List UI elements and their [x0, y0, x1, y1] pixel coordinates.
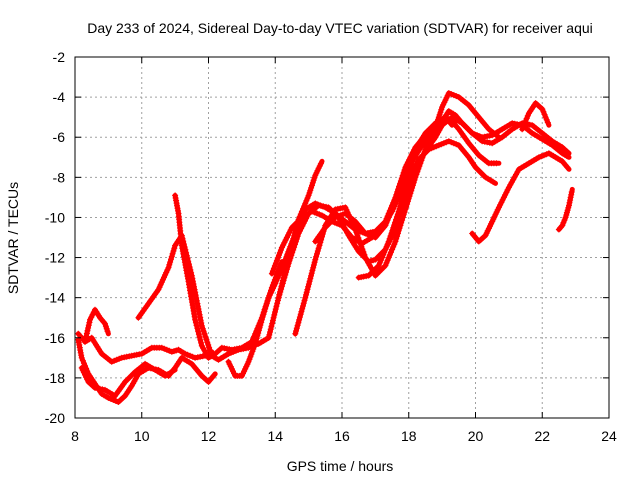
y-tick-label: -2 — [53, 49, 66, 65]
x-tick-label: 14 — [267, 428, 283, 444]
series-sat-n — [555, 186, 575, 233]
x-tick-label: 12 — [201, 428, 217, 444]
series-sat-d — [82, 306, 111, 345]
data-point-marker — [555, 189, 575, 233]
y-tick-label: -14 — [45, 290, 65, 306]
y-axis-label: SDTVAR / TECUs — [5, 182, 21, 294]
data-point-marker — [268, 108, 570, 277]
series-sat-m — [469, 150, 572, 245]
x-tick-label: 16 — [334, 428, 350, 444]
x-axis-label: GPS time / hours — [287, 458, 394, 474]
y-tick-label: -8 — [53, 169, 66, 185]
y-tick-label: -20 — [45, 410, 65, 426]
y-tick-label: -6 — [53, 129, 66, 145]
chart-title: Day 233 of 2024, Sidereal Day-to-day VTE… — [87, 20, 593, 36]
axis-ticks: 8 10 12 14 16 18 20 22 24 -20 -18 -16 -14 -12 -10 -8 -6 -… — [45, 49, 617, 444]
data-point-marker — [75, 330, 213, 365]
y-tick-label: -16 — [45, 330, 65, 346]
x-tick-label: 24 — [601, 428, 617, 444]
y-tick-label: -12 — [45, 250, 65, 266]
series-sat-l — [312, 114, 455, 245]
series-sat-c — [78, 360, 178, 399]
y-tick-label: -4 — [53, 89, 66, 105]
y-tick-label: -10 — [45, 209, 65, 225]
data-point-marker — [82, 306, 111, 345]
data-point-marker — [78, 360, 176, 399]
series-sat-h — [268, 108, 572, 277]
x-tick-label: 8 — [71, 428, 79, 444]
y-tick-label: -18 — [45, 370, 65, 386]
series-sat-k — [355, 138, 498, 281]
series-layer — [75, 90, 575, 405]
x-tick-label: 20 — [468, 428, 484, 444]
x-tick-label: 18 — [401, 428, 417, 444]
series-sat-o — [519, 100, 552, 133]
data-point-marker — [519, 100, 551, 133]
x-tick-label: 10 — [134, 428, 150, 444]
data-point-marker — [312, 114, 454, 245]
series-sat-a — [75, 330, 215, 365]
x-tick-label: 22 — [534, 428, 550, 444]
data-point-marker — [469, 150, 571, 245]
data-point-marker — [355, 138, 496, 281]
